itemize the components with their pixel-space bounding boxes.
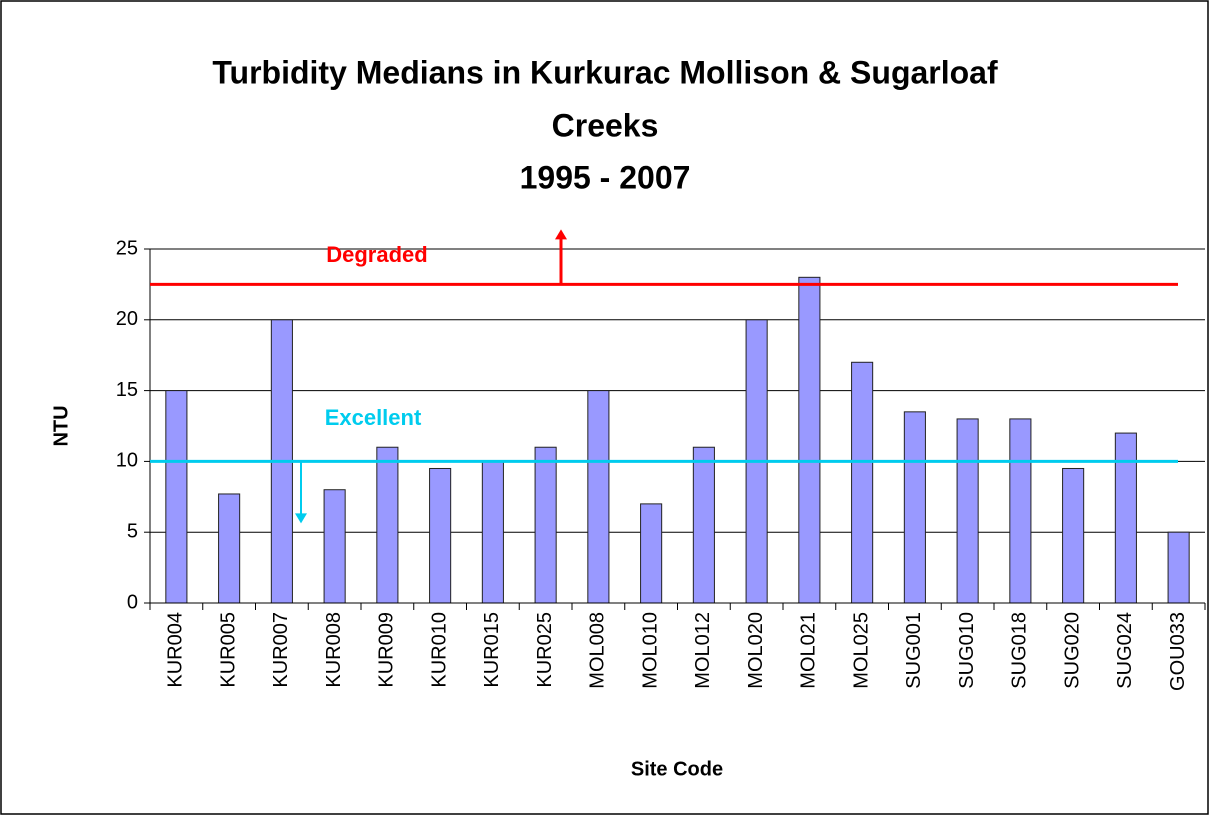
- x-tick-label: KUR005: [217, 612, 239, 688]
- y-tick-label: 10: [116, 450, 138, 472]
- x-tick-label: SUG010: [956, 612, 978, 689]
- x-tick-label: KUR007: [270, 612, 292, 688]
- bar: [640, 503, 663, 604]
- y-tick-label: 20: [116, 308, 138, 330]
- bar: [1009, 418, 1032, 604]
- x-tick-label: KUR008: [323, 612, 345, 688]
- x-tick-label: KUR009: [376, 612, 398, 688]
- x-tick-label: KUR025: [534, 612, 556, 688]
- bar: [534, 446, 557, 604]
- reference-label: Excellent: [325, 405, 422, 430]
- chart-title: Turbidity Medians in Kurkurac Mollison &…: [212, 54, 998, 90]
- bar: [798, 276, 821, 604]
- bar: [1167, 531, 1190, 604]
- x-tick-label: MOL010: [639, 612, 661, 689]
- x-tick-label: KUR004: [165, 612, 187, 688]
- x-tick-label: MOL020: [745, 612, 767, 689]
- x-tick-label: MOL008: [587, 612, 609, 689]
- x-axis-label: Site Code: [631, 758, 723, 780]
- x-tick-label: SUG001: [903, 612, 925, 689]
- bar: [1114, 432, 1137, 604]
- y-tick-label: 15: [116, 379, 138, 401]
- y-tick-label: 0: [127, 591, 138, 613]
- chart-title: 1995 - 2007: [520, 159, 691, 195]
- y-tick-label: 25: [116, 237, 138, 259]
- bar: [587, 390, 610, 604]
- bar: [692, 446, 715, 604]
- y-axis-label: NTU: [50, 405, 72, 446]
- bar: [323, 489, 346, 604]
- x-tick-label: SUG018: [1009, 612, 1031, 689]
- x-tick-label: MOL025: [850, 612, 872, 689]
- bar: [376, 446, 399, 604]
- x-tick-label: KUR010: [428, 612, 450, 688]
- x-tick-label: GOU033: [1167, 612, 1189, 691]
- bar: [429, 467, 452, 604]
- bar: [218, 493, 241, 604]
- bar: [956, 418, 979, 604]
- bar: [1062, 467, 1085, 604]
- y-tick-label: 5: [127, 520, 138, 542]
- x-tick-label: KUR015: [481, 612, 503, 688]
- reference-label: Degraded: [326, 242, 427, 267]
- x-tick-label: SUG024: [1114, 612, 1136, 689]
- bar: [165, 390, 188, 604]
- x-tick-label: SUG020: [1061, 612, 1083, 689]
- bar: [481, 460, 504, 604]
- chart-title: Creeks: [552, 107, 659, 143]
- x-tick-label: MOL012: [692, 612, 714, 689]
- x-tick-label: MOL021: [798, 612, 820, 689]
- reference-arrowhead: [555, 229, 567, 240]
- bar: [851, 361, 874, 604]
- bar: [903, 411, 926, 604]
- reference-arrowhead: [295, 513, 307, 524]
